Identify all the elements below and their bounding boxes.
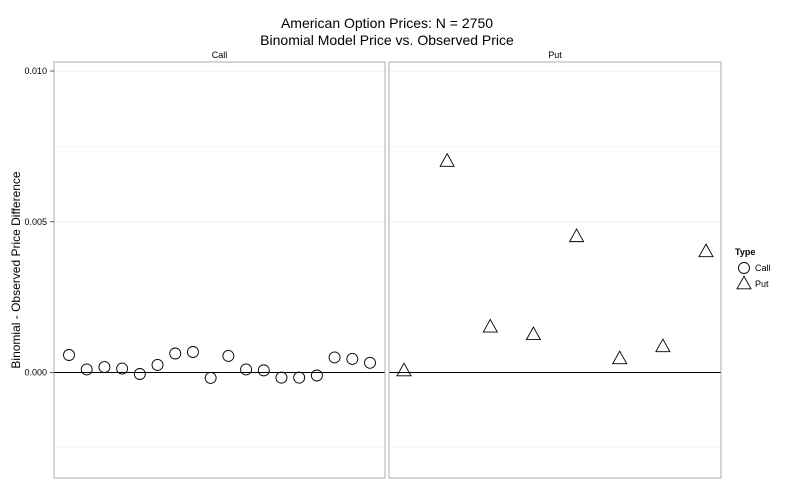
data-point-call [116, 362, 129, 375]
data-point-put [655, 338, 671, 353]
facet-strip-label: Call [212, 50, 228, 60]
y-tick-label: 0.000 [24, 367, 47, 377]
facet-panel-call: Call [53, 50, 386, 479]
data-point-call [80, 363, 93, 376]
data-point-call [186, 346, 199, 358]
data-point-call [169, 347, 182, 360]
data-point-put [525, 326, 542, 341]
y-axis-label: Binomial - Observed Price Difference [9, 171, 23, 369]
panel-background [389, 62, 721, 478]
data-point-call [346, 352, 359, 365]
data-point-put [611, 350, 628, 365]
data-point-call [63, 349, 75, 361]
legend-label: Put [755, 279, 769, 289]
data-point-call [293, 371, 306, 384]
chart-subtitle: Binomial Model Price vs. Observed Price [260, 32, 514, 48]
data-point-put [396, 362, 412, 377]
panel-border [53, 61, 386, 479]
data-point-call [257, 364, 270, 377]
data-point-call [275, 371, 288, 384]
legend-key-circle [738, 262, 750, 274]
facet-panel-put: Put [388, 50, 722, 479]
data-point-call [151, 359, 164, 371]
data-point-put [482, 318, 499, 333]
data-point-call [240, 363, 253, 376]
data-point-call [364, 356, 376, 369]
panel-border [388, 61, 722, 479]
data-point-call [328, 351, 341, 364]
data-point-put [568, 228, 585, 243]
data-point-put [439, 152, 455, 167]
data-point-put [698, 243, 714, 258]
data-point-call [204, 371, 217, 384]
y-axis: 0.000 0.005 0.010 [24, 66, 54, 377]
data-point-call [222, 349, 235, 362]
facet-panels: Call Put [53, 50, 722, 479]
data-point-call [133, 368, 146, 380]
data-point-call [310, 369, 323, 382]
y-tick-label: 0.005 [24, 217, 47, 227]
legend-label: Call [755, 263, 771, 273]
y-tick-label: 0.010 [24, 66, 47, 76]
facet-strip-label: Put [548, 50, 562, 60]
data-point-call [98, 361, 111, 374]
legend-key-triangle [736, 275, 752, 290]
chart-title: American Option Prices: N = 2750 [281, 15, 493, 31]
panel-background [54, 62, 385, 478]
legend-title: Type [735, 247, 755, 257]
